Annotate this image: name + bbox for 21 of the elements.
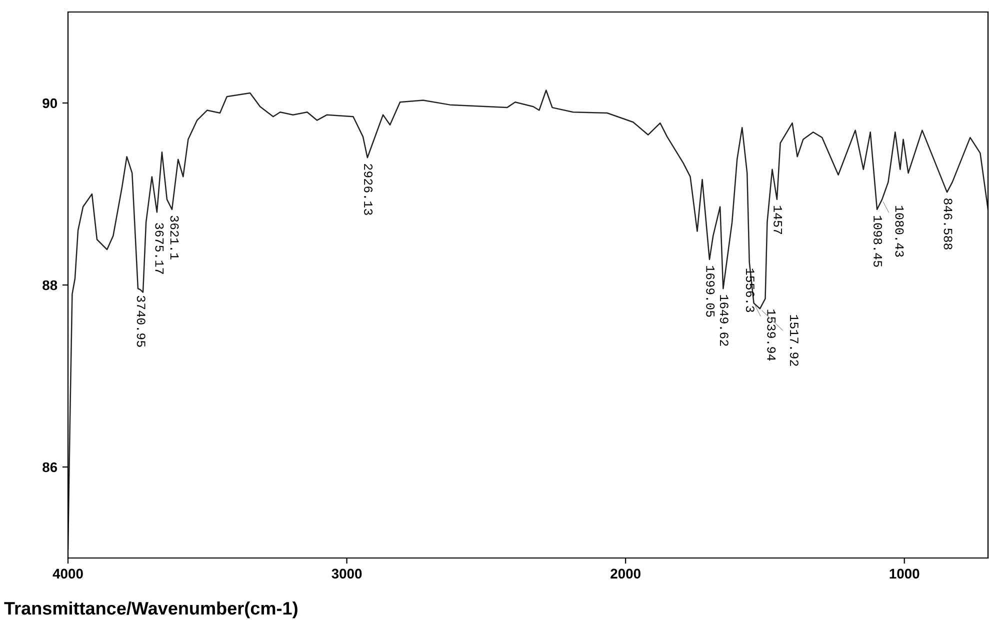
annotation: 1080.43 (895, 206, 904, 257)
x-axis-title: Transmittance/Wavenumber(cm-1) (4, 601, 298, 618)
annotation: 1517.92 (790, 315, 798, 366)
x-tick-label: 3000 (332, 568, 362, 579)
y-tick-label: 88 (42, 280, 58, 290)
annotation: 1699.05 (706, 266, 715, 317)
annotation: 1539.94 (767, 310, 776, 361)
y-tick-label: 86 (42, 462, 58, 472)
annotation: 2926.13 (364, 164, 373, 215)
x-tick-label: 2000 (610, 568, 640, 579)
annotation: 3621.1 (170, 216, 179, 260)
x-tick-label: 1000 (890, 568, 920, 579)
x-tick-label: 4000 (52, 568, 83, 579)
annotation: 1098.45 (874, 216, 882, 267)
annotation: 1649.62 (720, 295, 728, 346)
annotation: 3740.95 (136, 296, 146, 347)
annotation: 1457 (774, 206, 782, 234)
annotation: 846.588 (944, 198, 952, 250)
annotation: 1556.3 (746, 268, 754, 312)
annotation: 3675.17 (155, 223, 164, 274)
y-tick-label: 90 (42, 98, 58, 108)
